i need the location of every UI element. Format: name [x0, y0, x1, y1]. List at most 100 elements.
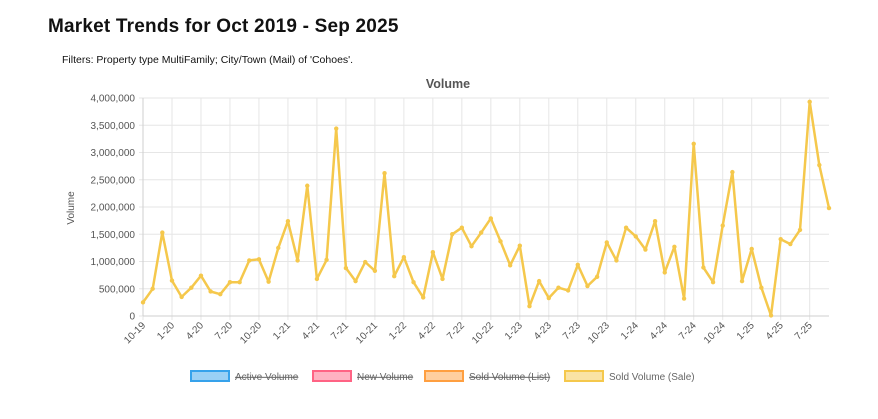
data-point[interactable]	[681, 296, 687, 301]
data-point[interactable]	[759, 285, 764, 290]
data-point[interactable]	[527, 303, 532, 309]
data-point[interactable]	[488, 216, 494, 221]
data-point[interactable]	[276, 245, 281, 251]
data-point[interactable]	[295, 258, 300, 263]
data-point[interactable]	[411, 280, 416, 285]
data-point[interactable]	[478, 230, 484, 235]
page-title: Market Trends for Oct 2019 - Sep 2025	[48, 16, 399, 37]
data-point[interactable]	[420, 295, 426, 300]
legend-label: Sold Volume (List)	[469, 372, 550, 383]
data-point[interactable]	[169, 278, 175, 283]
data-point[interactable]	[218, 292, 223, 297]
data-point[interactable]	[237, 280, 242, 285]
x-tick-label: 10-21	[354, 320, 380, 346]
data-point[interactable]	[739, 278, 745, 284]
series-points	[140, 99, 832, 318]
data-point[interactable]	[720, 223, 725, 228]
data-point[interactable]	[353, 278, 358, 284]
x-tick-label: 4-24	[648, 320, 670, 342]
data-point[interactable]	[227, 280, 233, 285]
data-point[interactable]	[768, 313, 774, 318]
x-tick-label: 4-22	[416, 320, 438, 342]
data-point[interactable]	[575, 262, 580, 267]
data-point[interactable]	[817, 162, 822, 168]
data-point[interactable]	[469, 244, 474, 249]
y-tick-label: 1,500,000	[91, 230, 136, 241]
data-point[interactable]	[440, 276, 445, 282]
data-point[interactable]	[198, 273, 204, 278]
x-tick-label: 7-25	[793, 320, 815, 342]
data-point[interactable]	[749, 246, 754, 252]
legend-label: Sold Volume (Sale)	[609, 372, 695, 383]
data-point[interactable]	[507, 263, 513, 268]
legend-item-new-volume[interactable]: New Volume	[312, 370, 414, 383]
legend-swatch	[564, 370, 604, 382]
data-point[interactable]	[382, 171, 387, 176]
data-point[interactable]	[324, 257, 329, 263]
data-point[interactable]	[701, 265, 706, 270]
data-point[interactable]	[459, 225, 465, 230]
grid	[139, 97, 829, 320]
data-point[interactable]	[363, 259, 368, 265]
data-point[interactable]	[604, 240, 609, 245]
data-point[interactable]	[565, 288, 571, 293]
data-point[interactable]	[247, 258, 252, 263]
data-point[interactable]	[285, 218, 291, 224]
x-tick-label: 1-21	[271, 320, 293, 342]
data-point[interactable]	[614, 258, 619, 263]
data-point[interactable]	[343, 265, 349, 271]
data-point[interactable]	[788, 241, 793, 247]
x-tick-label: 4-25	[764, 320, 786, 342]
legend-item-sold-volume-list[interactable]: Sold Volume (List)	[424, 370, 550, 383]
data-point[interactable]	[536, 278, 542, 284]
data-point[interactable]	[643, 247, 648, 252]
data-point[interactable]	[778, 236, 783, 242]
data-point[interactable]	[140, 300, 146, 305]
data-point[interactable]	[392, 274, 397, 279]
data-point[interactable]	[556, 285, 561, 290]
y-tick-label: 4,000,000	[91, 94, 136, 105]
data-point[interactable]	[585, 283, 590, 289]
legend-item-sold-volume-sale[interactable]: Sold Volume (Sale)	[564, 370, 695, 383]
data-point[interactable]	[150, 286, 155, 291]
data-point[interactable]	[189, 285, 194, 290]
data-point[interactable]	[546, 295, 552, 301]
data-point[interactable]	[594, 274, 600, 279]
data-point[interactable]	[179, 294, 184, 300]
series-line-sold-volume-sale	[141, 100, 831, 317]
data-point[interactable]	[449, 232, 455, 237]
data-point[interactable]	[807, 99, 812, 105]
x-tick-label: 4-20	[184, 320, 206, 342]
x-tick-label: 10-23	[586, 320, 612, 346]
data-point[interactable]	[266, 279, 271, 284]
data-point[interactable]	[672, 244, 677, 249]
data-point[interactable]	[662, 270, 667, 275]
data-point[interactable]	[208, 289, 213, 294]
x-tick-label: 4-23	[532, 320, 554, 342]
data-point[interactable]	[517, 243, 523, 248]
data-point[interactable]	[160, 230, 165, 235]
data-point[interactable]	[372, 268, 378, 273]
data-point[interactable]	[730, 169, 735, 175]
data-point[interactable]	[652, 218, 658, 224]
y-axis-label: Volume	[66, 191, 77, 225]
data-point[interactable]	[498, 239, 503, 244]
data-point[interactable]	[314, 276, 320, 282]
data-point[interactable]	[430, 250, 436, 255]
legend: Active Volume New Volume Sold Volume (List…	[190, 370, 695, 383]
data-point[interactable]	[691, 141, 696, 146]
data-point[interactable]	[305, 183, 310, 188]
x-tick-label: 1-25	[735, 320, 757, 342]
data-point[interactable]	[710, 280, 716, 285]
data-point[interactable]	[633, 234, 638, 239]
legend-item-active-volume[interactable]: Active Volume	[190, 370, 299, 383]
data-point[interactable]	[797, 227, 803, 233]
x-tick-label: 1-23	[503, 320, 525, 342]
data-point[interactable]	[826, 205, 832, 211]
chart-title: Volume	[426, 77, 470, 91]
data-point[interactable]	[256, 257, 262, 262]
x-tick-label: 1-22	[387, 320, 409, 342]
data-point[interactable]	[334, 126, 339, 131]
data-point[interactable]	[623, 225, 629, 230]
data-point[interactable]	[401, 254, 407, 260]
